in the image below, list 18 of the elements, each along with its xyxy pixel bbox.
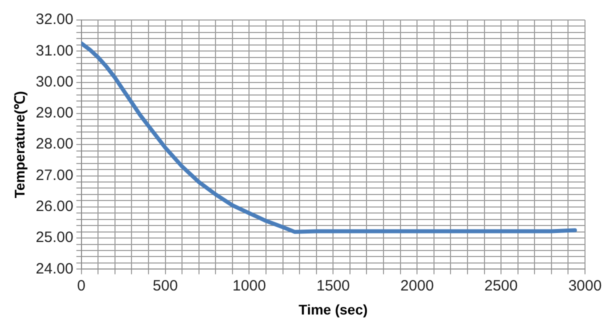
y-tick-label: 28.00 [36,136,74,153]
y-tick-label: 32.00 [36,11,74,28]
y-axis-title: Temperature(℃) [11,91,28,198]
y-tick-label: 24.00 [36,260,74,278]
y-tick-label: 26.00 [36,198,74,216]
x-tick-label: 1000 [232,277,266,294]
x-tick-label: 3000 [568,277,602,294]
y-tick-label: 29.00 [36,104,74,122]
y-tick-label: 30.00 [36,73,74,90]
x-tick-label: 500 [152,277,178,294]
x-tick-label: 2000 [400,277,434,294]
y-tick-label: 31.00 [36,42,74,60]
x-tick-label: 0 [77,277,86,294]
x-tick-label: 1500 [316,277,350,294]
y-tick-label: 27.00 [36,166,74,184]
x-axis-title: Time (sec) [298,301,368,318]
x-tick-label: 2500 [484,277,518,294]
y-tick-label: 25.00 [36,229,74,246]
